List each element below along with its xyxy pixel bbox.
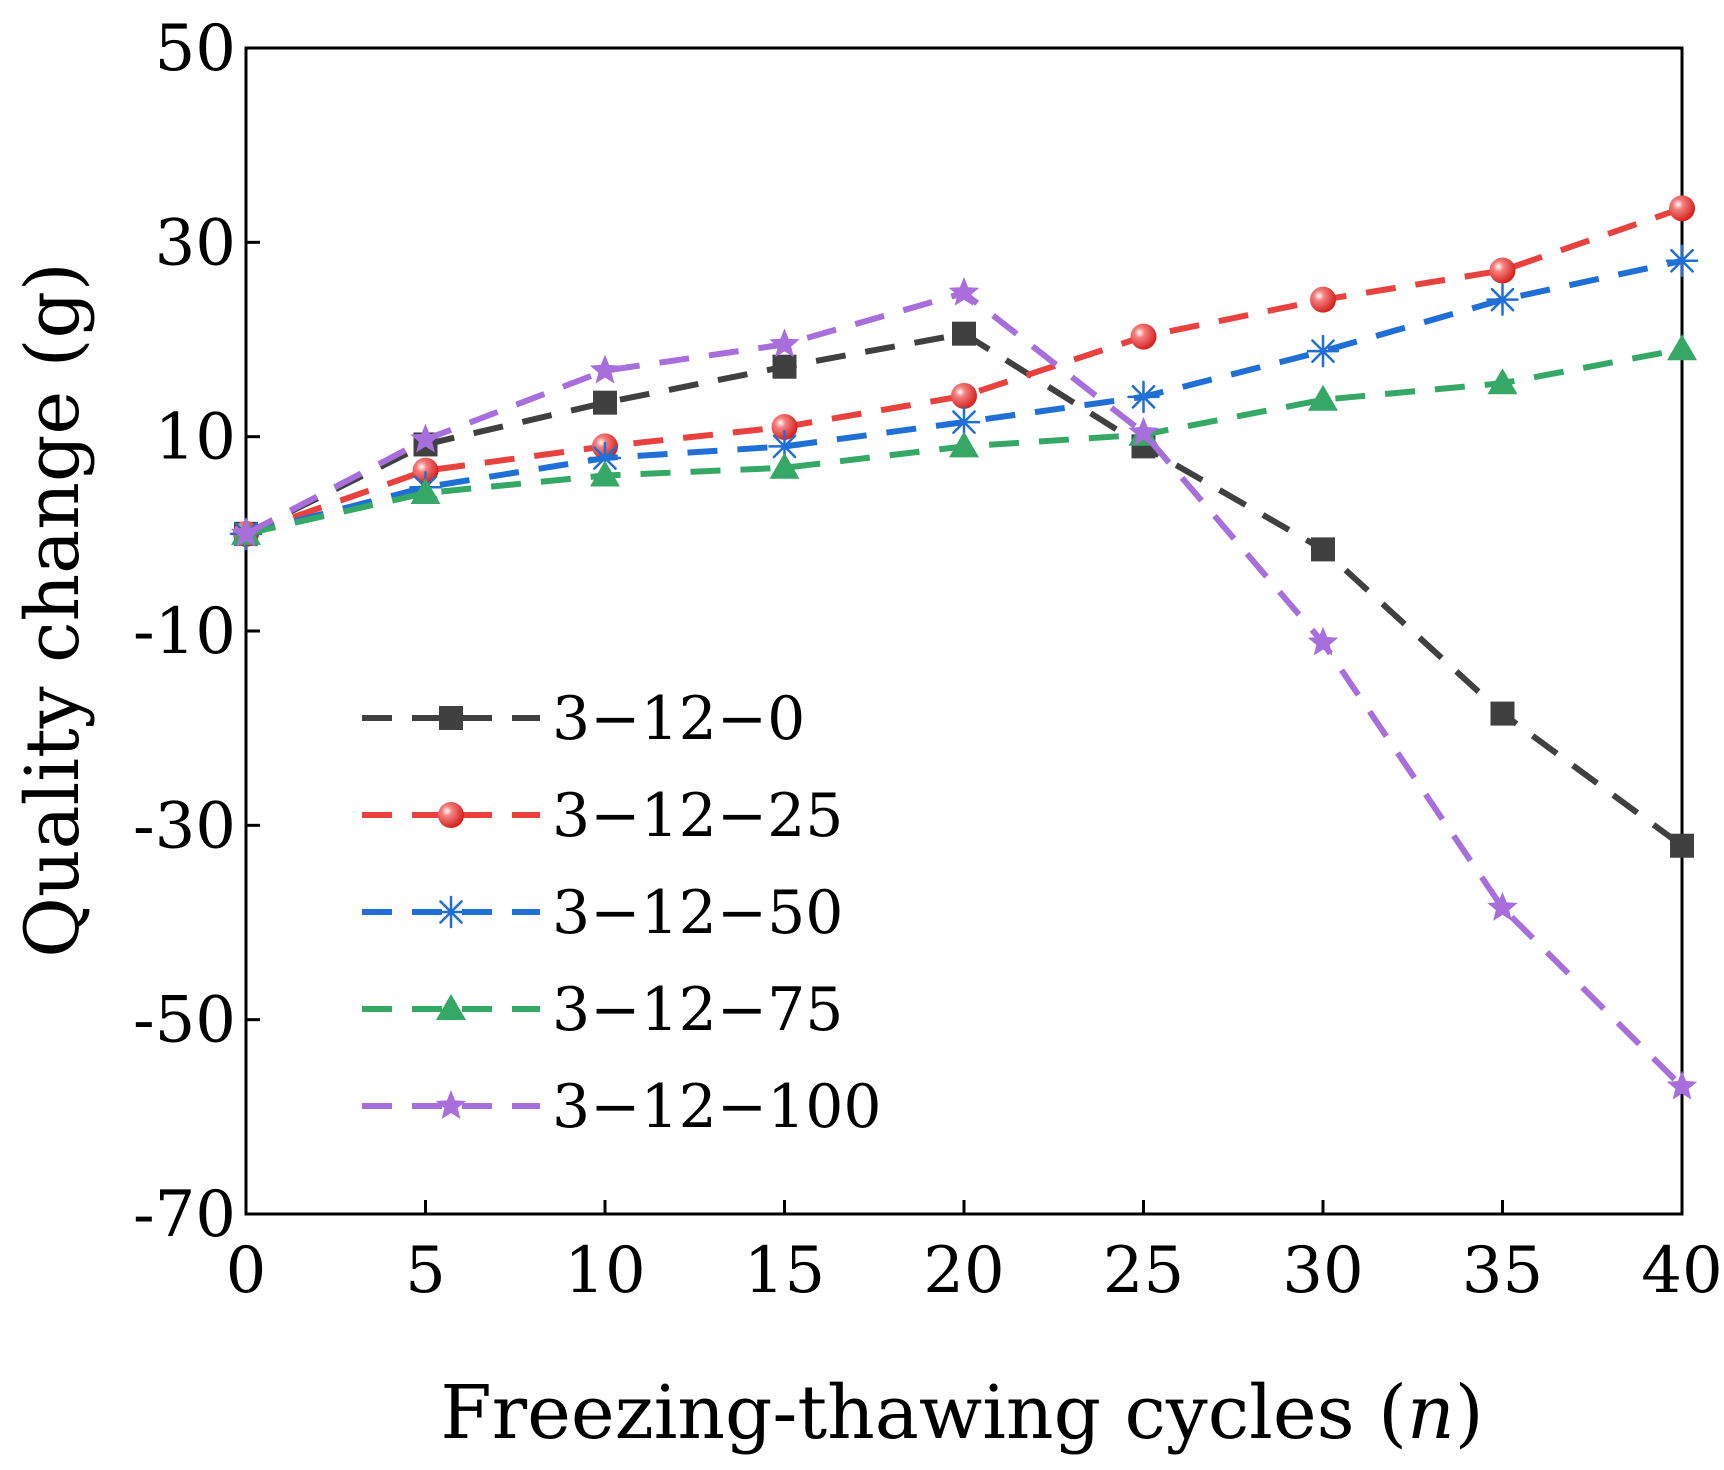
- legend-item: 3−12−25: [362, 781, 843, 851]
- legend-item: 3−12−100: [362, 1072, 882, 1142]
- series-2: [229, 244, 1699, 551]
- y-tick-label: 50: [155, 12, 236, 86]
- data-point: [771, 413, 798, 440]
- data-point: [769, 452, 800, 479]
- data-point: [589, 354, 621, 384]
- x-tick-label: 25: [1103, 1234, 1184, 1308]
- data-point: [948, 276, 980, 306]
- x-tick-label: 0: [226, 1234, 267, 1308]
- data-point: [590, 460, 620, 487]
- legend-marker: [435, 1090, 467, 1119]
- data-point: [1669, 195, 1695, 222]
- data-point: [1486, 283, 1519, 316]
- plot-area: [244, 46, 1684, 1216]
- x-tick-label: 35: [1462, 1234, 1543, 1308]
- legend-marker: [434, 895, 468, 929]
- data-point: [1311, 537, 1335, 562]
- legend-label: 3−12−50: [552, 878, 843, 948]
- data-point: [410, 478, 441, 505]
- legend-label: 3−12−100: [552, 1072, 882, 1142]
- x-axis-title: Freezing-thawing cycles (n): [440, 1370, 1483, 1456]
- data-point: [952, 321, 976, 346]
- data-point: [1667, 334, 1697, 361]
- legend-item: 3−12−0: [362, 684, 805, 754]
- data-point: [1665, 244, 1699, 278]
- y-tick-label: -70: [133, 1178, 236, 1252]
- legend-marker: [439, 706, 463, 730]
- data-point: [1307, 626, 1339, 656]
- data-point: [1666, 1070, 1698, 1100]
- data-point: [1310, 286, 1336, 313]
- data-point: [1490, 701, 1515, 726]
- data-point: [1128, 416, 1159, 446]
- legend-label: 3−12−25: [552, 781, 843, 851]
- data-point: [230, 517, 262, 547]
- legend-item: 3−12−50: [362, 878, 843, 948]
- y-tick-label: -50: [133, 984, 236, 1058]
- y-axis-title: Quality change (g): [10, 262, 96, 958]
- legend-marker: [436, 994, 466, 1020]
- x-tick-label: 10: [564, 1234, 645, 1308]
- legend-marker: [438, 802, 464, 828]
- legend-label: 3−12−75: [552, 975, 843, 1045]
- data-point: [412, 457, 439, 484]
- x-tick-label: 20: [923, 1234, 1004, 1308]
- y-tick-label: 30: [155, 206, 236, 280]
- data-point: [593, 390, 617, 415]
- data-point: [951, 382, 977, 409]
- data-point: [769, 328, 800, 358]
- y-tick-label: -30: [133, 789, 236, 863]
- x-tick-label: 40: [1641, 1234, 1722, 1308]
- legend-label: 3−12−0: [552, 684, 805, 754]
- series-layer: [229, 195, 1699, 1100]
- x-axis: 0 5 10 15 20 25 30 35 40: [226, 1200, 1723, 1308]
- data-point: [1306, 334, 1340, 368]
- x-tick-label: 30: [1282, 1234, 1363, 1308]
- data-point: [1670, 833, 1694, 858]
- x-tick-label: 5: [405, 1234, 446, 1308]
- y-tick-label: 10: [155, 401, 236, 475]
- data-point: [1127, 380, 1160, 414]
- data-point: [1487, 891, 1518, 921]
- data-point: [1489, 257, 1516, 284]
- series-4: [230, 276, 1698, 1100]
- series-1: [233, 195, 1695, 547]
- y-axis: -70 -50 -30 -10 10 30 50: [133, 12, 260, 1252]
- legend: 3−12−0 3−12−25 3−12−50 3−12−75 3−12−100: [362, 684, 882, 1142]
- data-point: [1308, 384, 1338, 411]
- series-line: [245, 205, 1683, 537]
- y-tick-label: -10: [133, 595, 236, 669]
- data-point: [410, 423, 441, 453]
- data-point: [949, 431, 979, 458]
- x-tick-label: 15: [744, 1234, 825, 1308]
- legend-item: 3−12−75: [362, 975, 843, 1045]
- data-point: [1487, 368, 1518, 395]
- data-point: [772, 354, 797, 379]
- plot-frame: [244, 46, 1684, 1216]
- data-point: [1130, 323, 1157, 350]
